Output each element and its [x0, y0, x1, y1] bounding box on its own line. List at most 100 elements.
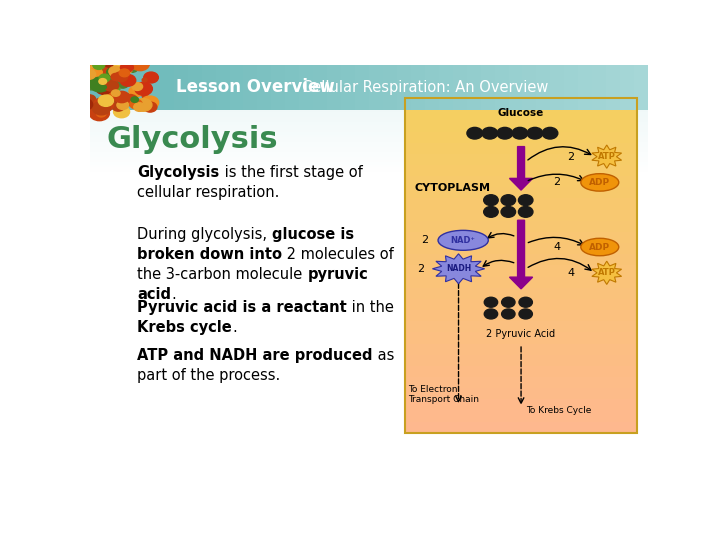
Bar: [90, 134, 648, 137]
Text: During glycolysis,: During glycolysis,: [138, 227, 272, 242]
Circle shape: [140, 90, 148, 96]
Bar: [90, 117, 648, 120]
Text: pyruvic: pyruvic: [307, 267, 368, 282]
Bar: [285, 65, 300, 110]
Circle shape: [81, 103, 89, 109]
Circle shape: [497, 127, 513, 139]
Bar: [90, 160, 648, 162]
Text: NADH: NADH: [446, 264, 471, 273]
Text: acid: acid: [138, 287, 171, 302]
Bar: [90, 127, 648, 130]
Circle shape: [101, 66, 109, 73]
Bar: [550, 65, 564, 110]
Circle shape: [467, 127, 482, 139]
Text: To Krebs Cycle: To Krebs Cycle: [526, 406, 591, 415]
Circle shape: [131, 57, 149, 71]
Circle shape: [502, 297, 515, 307]
Bar: [405, 109, 637, 120]
Text: Glucose: Glucose: [498, 108, 544, 118]
Polygon shape: [433, 254, 485, 284]
Circle shape: [519, 309, 532, 319]
Bar: [405, 355, 637, 366]
Circle shape: [104, 78, 116, 87]
Bar: [90, 137, 648, 140]
Circle shape: [104, 80, 119, 91]
Bar: [495, 65, 508, 110]
Bar: [411, 65, 425, 110]
Bar: [405, 176, 637, 187]
Circle shape: [107, 76, 114, 82]
Text: 2 molecules of: 2 molecules of: [282, 247, 394, 262]
Bar: [405, 310, 637, 321]
Bar: [634, 65, 648, 110]
Bar: [327, 65, 341, 110]
Bar: [355, 65, 369, 110]
Bar: [90, 114, 648, 117]
Bar: [508, 65, 523, 110]
Text: 4: 4: [567, 268, 575, 278]
Bar: [132, 65, 145, 110]
Bar: [564, 65, 578, 110]
Circle shape: [101, 85, 107, 89]
Text: Glycolysis: Glycolysis: [138, 165, 220, 180]
Bar: [160, 65, 174, 110]
Polygon shape: [592, 145, 621, 168]
Bar: [369, 65, 383, 110]
Bar: [405, 276, 637, 288]
FancyArrow shape: [510, 146, 533, 190]
Bar: [271, 65, 285, 110]
Bar: [90, 157, 648, 160]
Bar: [453, 65, 467, 110]
Bar: [481, 65, 495, 110]
Bar: [90, 110, 648, 481]
Bar: [405, 343, 637, 355]
Circle shape: [99, 86, 109, 93]
Circle shape: [107, 66, 122, 78]
Circle shape: [132, 83, 143, 91]
Bar: [438, 65, 453, 110]
Bar: [405, 187, 637, 199]
Text: cellular respiration.: cellular respiration.: [138, 185, 280, 200]
Circle shape: [95, 58, 114, 72]
Circle shape: [123, 94, 137, 104]
Circle shape: [99, 95, 114, 106]
Bar: [536, 65, 550, 110]
Circle shape: [131, 97, 138, 103]
Bar: [405, 299, 637, 310]
Text: Cellular Respiration: An Overview: Cellular Respiration: An Overview: [302, 80, 549, 94]
Text: ATP: ATP: [598, 152, 616, 161]
Circle shape: [109, 66, 122, 76]
Bar: [593, 65, 606, 110]
Bar: [405, 399, 637, 410]
Circle shape: [134, 103, 145, 111]
Circle shape: [501, 206, 516, 217]
Circle shape: [485, 297, 498, 307]
Bar: [90, 110, 648, 112]
Bar: [90, 170, 648, 172]
Bar: [145, 65, 160, 110]
Circle shape: [120, 75, 136, 86]
Bar: [90, 154, 648, 157]
Text: glucose is: glucose is: [272, 227, 354, 242]
Bar: [405, 388, 637, 399]
Circle shape: [114, 60, 133, 75]
Circle shape: [129, 86, 143, 97]
Bar: [405, 154, 637, 165]
Circle shape: [90, 68, 102, 77]
Circle shape: [95, 78, 105, 86]
Circle shape: [485, 309, 498, 319]
Circle shape: [92, 102, 110, 115]
Circle shape: [518, 195, 533, 206]
Bar: [405, 165, 637, 176]
Bar: [104, 65, 118, 110]
Bar: [405, 221, 637, 232]
Text: ADP: ADP: [589, 242, 611, 252]
Bar: [405, 199, 637, 210]
Circle shape: [512, 127, 528, 139]
Circle shape: [135, 82, 153, 95]
Bar: [118, 65, 132, 110]
Bar: [405, 410, 637, 422]
Text: 2: 2: [417, 264, 424, 274]
Circle shape: [519, 297, 532, 307]
Circle shape: [114, 91, 130, 103]
